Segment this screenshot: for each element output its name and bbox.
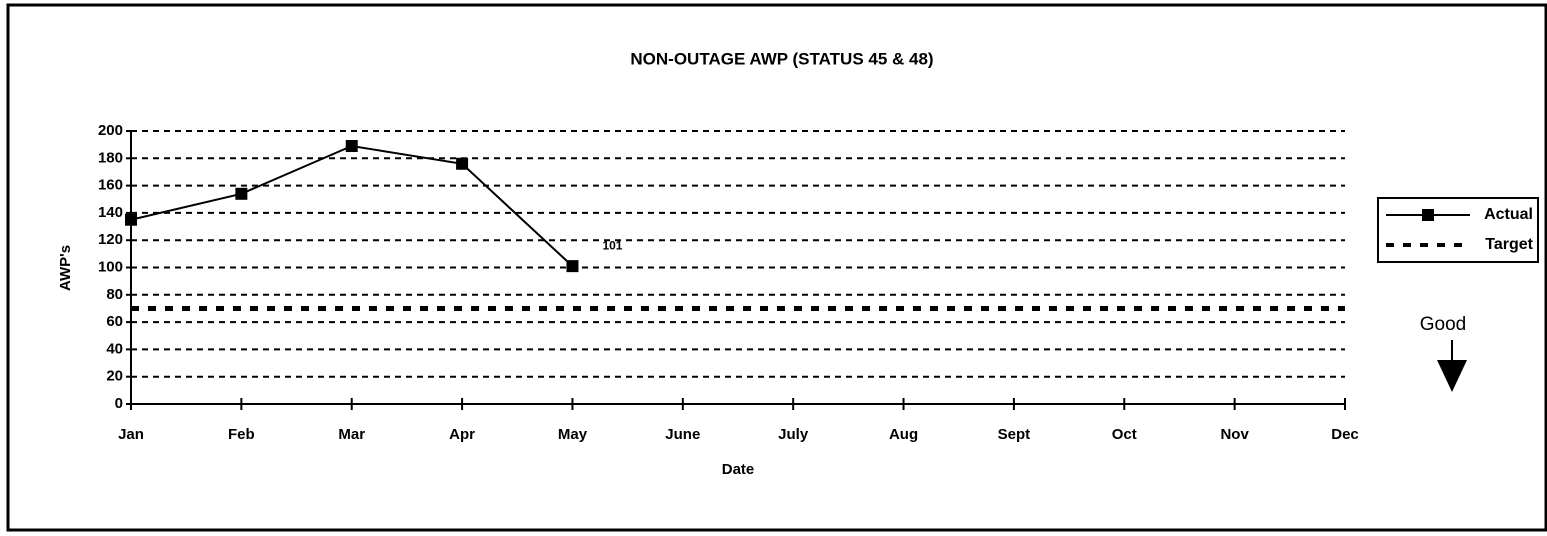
marker	[125, 213, 137, 226]
x-tick-label: Dec	[1331, 426, 1359, 443]
data-label: 101	[602, 238, 622, 252]
y-tick-label: 80	[106, 286, 123, 303]
x-tick-label: Sept	[998, 426, 1031, 443]
annotation: Good	[1420, 314, 1466, 335]
x-tick-label: May	[558, 426, 588, 443]
y-tick-label: 200	[98, 122, 123, 139]
legend-label: Target	[1485, 236, 1533, 253]
x-tick-label: Feb	[228, 426, 255, 443]
y-tick-label: 140	[98, 204, 123, 221]
marker	[456, 157, 469, 170]
arrow-head	[1437, 360, 1467, 392]
x-tick-label: Apr	[449, 426, 475, 443]
series-line	[130, 144, 574, 267]
x-tick-label: Nov	[1220, 426, 1249, 443]
y-tick-label: 160	[98, 177, 123, 194]
legend-label: Actual	[1484, 206, 1533, 223]
marker	[345, 140, 358, 153]
x-axis-label: Date	[722, 461, 755, 478]
y-tick-label: 180	[98, 149, 123, 166]
y-tick-label: 20	[106, 368, 123, 385]
y-tick-label: 100	[98, 258, 123, 275]
y-axis-label: AWP's	[57, 245, 74, 291]
x-tick-label: June	[665, 426, 700, 443]
y-tick-label: 40	[106, 340, 123, 357]
y-tick-label: 0	[115, 395, 123, 412]
legend-marker	[1422, 209, 1434, 221]
marker	[235, 187, 248, 200]
frame	[6, 3, 1547, 532]
x-tick-label: Oct	[1112, 426, 1137, 443]
x-tick-label: July	[778, 426, 809, 443]
x-tick-label: Jan	[118, 426, 144, 443]
x-tick-label: Aug	[889, 426, 918, 443]
legend-box	[1377, 197, 1539, 263]
x-tick-label: Mar	[338, 426, 365, 443]
y-tick-label: 120	[98, 231, 123, 248]
marker	[566, 260, 579, 273]
y-tick-label: 60	[106, 313, 123, 330]
chart-title: NON-OUTAGE AWP (STATUS 45 & 48)	[630, 49, 933, 68]
